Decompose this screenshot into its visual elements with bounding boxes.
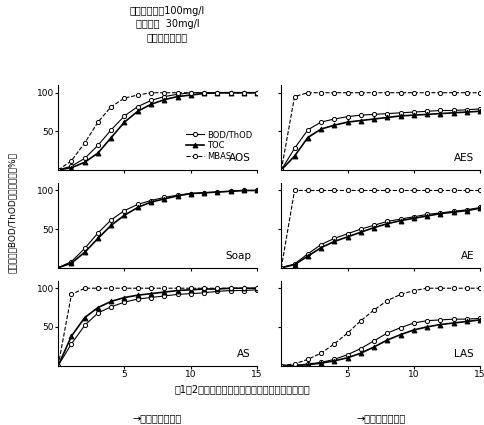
Text: AOS: AOS bbox=[229, 153, 251, 163]
Text: 界面活性剤：100mg/l: 界面活性剤：100mg/l bbox=[129, 6, 205, 17]
Text: 植　　種  30mg/l: 植 種 30mg/l bbox=[135, 19, 199, 29]
Legend: BOD/ThOD, TOC, MBAS: BOD/ThOD, TOC, MBAS bbox=[185, 130, 252, 162]
Text: →経過日数（日）: →経過日数（日） bbox=[133, 413, 182, 423]
Text: AE: AE bbox=[460, 251, 473, 261]
Text: AES: AES bbox=[453, 153, 473, 163]
Text: LAS: LAS bbox=[454, 348, 473, 359]
Text: AS: AS bbox=[237, 348, 251, 359]
Text: →経過日数（日）: →経過日数（日） bbox=[355, 413, 405, 423]
Text: （化審法汚泥）: （化審法汚泥） bbox=[147, 32, 187, 42]
Text: 図1－2　界面活性剤の生分解性（引用文献５））: 図1－2 界面活性剤の生分解性（引用文献５）） bbox=[174, 384, 310, 394]
Text: Soap: Soap bbox=[225, 251, 251, 261]
Text: 生分解度（BOD/ThOD）・分解率（%）: 生分解度（BOD/ThOD）・分解率（%） bbox=[8, 152, 16, 273]
